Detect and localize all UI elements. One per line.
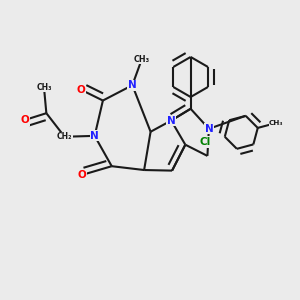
Text: CH₃: CH₃ xyxy=(36,83,52,92)
Text: O: O xyxy=(20,115,29,125)
Text: CH₃: CH₃ xyxy=(269,120,284,126)
Text: N: N xyxy=(205,124,213,134)
Text: N: N xyxy=(167,116,176,126)
Text: N: N xyxy=(90,131,99,141)
Text: N: N xyxy=(128,80,137,90)
Text: O: O xyxy=(77,170,86,180)
Text: CH₂: CH₂ xyxy=(57,132,72,141)
Text: CH₃: CH₃ xyxy=(134,55,150,64)
Text: Cl: Cl xyxy=(199,137,211,147)
Text: O: O xyxy=(76,85,85,94)
